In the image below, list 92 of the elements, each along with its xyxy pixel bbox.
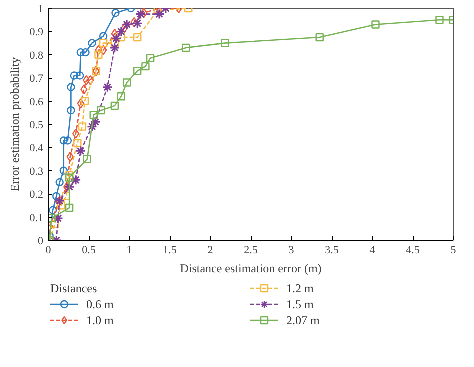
y-tick-label: 0.5 xyxy=(30,120,44,132)
point xyxy=(134,67,142,76)
y-tick-label: 0.1 xyxy=(30,212,44,224)
y-tick-label: 0.6 xyxy=(30,96,44,108)
point xyxy=(154,9,165,20)
point xyxy=(436,16,444,24)
point xyxy=(134,33,142,42)
point xyxy=(110,42,120,54)
point xyxy=(100,45,108,56)
point xyxy=(99,39,108,48)
point xyxy=(146,54,155,62)
y-axis-title: Error estimation probability xyxy=(8,58,22,192)
legend-label: 2.07 m xyxy=(286,314,320,328)
y-tick-label: 0 xyxy=(38,236,44,248)
point xyxy=(65,204,74,212)
point xyxy=(50,220,60,228)
x-tick-label: 3.5 xyxy=(325,244,340,256)
point xyxy=(94,50,103,59)
point xyxy=(116,26,127,37)
point xyxy=(95,45,102,56)
y-tick-label: 0.4 xyxy=(30,142,44,155)
x-tick-label: 0 xyxy=(46,244,52,256)
point xyxy=(77,98,84,109)
point xyxy=(70,72,79,80)
y-tick-label: 0.2 xyxy=(30,189,44,202)
point xyxy=(136,9,146,20)
point xyxy=(88,39,96,48)
point xyxy=(78,122,87,131)
point xyxy=(65,174,74,182)
x-tick-label: 0.5 xyxy=(82,244,96,256)
point xyxy=(182,44,190,52)
point xyxy=(110,102,120,110)
x-tick-label: 5 xyxy=(450,244,457,256)
x-axis-title: Distance estimation error (m) xyxy=(180,262,322,276)
point xyxy=(142,62,150,71)
point xyxy=(80,84,88,95)
x-tick-label: 4.5 xyxy=(406,244,420,256)
point xyxy=(102,82,113,93)
point xyxy=(74,138,82,148)
point xyxy=(90,111,98,120)
point xyxy=(117,33,126,42)
point xyxy=(111,28,119,40)
point xyxy=(220,39,230,48)
point xyxy=(316,33,324,42)
point xyxy=(64,182,75,192)
point xyxy=(60,136,68,145)
legend-label: 1.2 m xyxy=(286,282,314,296)
legend-label: 1.5 m xyxy=(286,298,314,312)
x-tick-label: 4 xyxy=(370,244,376,256)
point xyxy=(60,166,68,175)
y-tick-label: 0.7 xyxy=(30,73,44,86)
point xyxy=(67,106,76,115)
point xyxy=(57,202,66,210)
y-tick-label: 0.3 xyxy=(30,166,44,178)
point xyxy=(70,174,82,186)
point xyxy=(99,32,108,40)
point xyxy=(117,92,126,101)
point xyxy=(67,83,76,92)
point xyxy=(110,39,120,48)
point xyxy=(122,19,132,30)
x-tick-label: 3 xyxy=(288,244,295,256)
y-tick-label: 0.9 xyxy=(30,26,44,39)
point xyxy=(76,146,86,156)
point xyxy=(83,155,92,164)
point xyxy=(132,18,143,29)
point xyxy=(76,72,84,80)
x-tick-label: 2 xyxy=(208,244,214,256)
point xyxy=(111,33,122,44)
point xyxy=(56,178,64,187)
point xyxy=(122,78,132,87)
point xyxy=(372,20,380,29)
point xyxy=(80,97,90,106)
legend-title: Distances xyxy=(50,282,98,296)
legend-label: 0.6 m xyxy=(86,298,114,312)
x-tick-label: 2.5 xyxy=(244,244,258,256)
point xyxy=(52,192,61,201)
point xyxy=(112,9,120,18)
legend-label: 1.0 m xyxy=(86,314,114,328)
point xyxy=(97,106,106,115)
point xyxy=(52,213,64,224)
point xyxy=(54,196,66,206)
point xyxy=(82,48,90,57)
point xyxy=(76,48,85,57)
x-tick-label: 1.5 xyxy=(163,244,178,256)
point xyxy=(64,136,72,145)
x-tick-label: 1 xyxy=(126,244,132,256)
point xyxy=(48,206,58,214)
point xyxy=(62,192,70,201)
point xyxy=(82,75,90,86)
point xyxy=(72,128,80,139)
y-tick-label: 1 xyxy=(38,4,44,16)
y-tick-label: 0.8 xyxy=(30,50,44,62)
